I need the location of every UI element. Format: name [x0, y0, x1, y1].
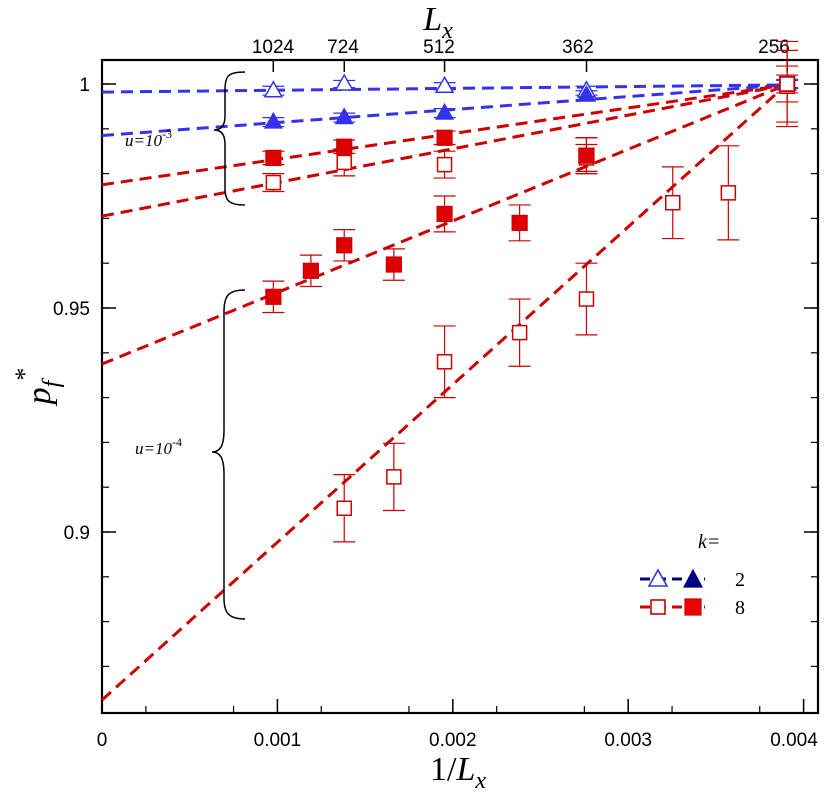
- data-point: [263, 111, 283, 129]
- annotation-u-4: u=10-4: [135, 435, 182, 458]
- data-point: [720, 185, 737, 201]
- legend-label-8: 8: [735, 597, 745, 619]
- data-point: [434, 75, 455, 93]
- legend-marker-filled-square: [684, 598, 702, 616]
- data-point: [436, 129, 453, 146]
- data-point: [334, 107, 354, 125]
- data-point: [334, 73, 355, 91]
- x-tick-labels: 0 0.001 0.002 0.003 0.004: [97, 730, 818, 751]
- data-point: [779, 76, 795, 92]
- x-tick-label: 0: [97, 730, 108, 751]
- y-axis-title: pf*: [10, 368, 65, 407]
- legend-marker-open-square: [650, 599, 666, 615]
- top-tick-label: 512: [423, 37, 455, 58]
- y-tick-label: 1: [79, 75, 90, 96]
- x-tick-label: 0.002: [429, 730, 477, 751]
- data-point: [336, 237, 353, 254]
- top-tick-label: 1024: [252, 37, 295, 58]
- data-point: [578, 291, 595, 307]
- data-point: [265, 149, 282, 167]
- brace-u-4: [211, 289, 246, 620]
- y-tick-label: 0.9: [64, 523, 90, 544]
- axis-ticks: [101, 60, 818, 713]
- annotation-u-3: u=10-3: [125, 127, 172, 150]
- data-point: [386, 469, 402, 485]
- top-tick-label: 362: [562, 37, 594, 58]
- top-tick-label: 724: [327, 37, 359, 58]
- data-point: [436, 205, 453, 223]
- x-tick-label: 0.001: [254, 730, 302, 751]
- top-tick-labels: 1024 724 512 362 256: [252, 37, 790, 58]
- data-point: [665, 194, 681, 211]
- y-tick-label: 0.95: [53, 299, 90, 320]
- data-point: [336, 138, 353, 155]
- data-point: [302, 262, 320, 279]
- x-tick-label: 0.003: [604, 730, 652, 751]
- data-point: [436, 156, 453, 173]
- x-tick-label: 0.004: [770, 730, 818, 751]
- x-axis-title: 1/Lx: [430, 751, 486, 793]
- top-tick-label: 256: [758, 37, 790, 58]
- legend-marker-filled-triangle: [683, 568, 703, 588]
- data-markers: [263, 73, 797, 517]
- data-point: [511, 214, 528, 231]
- plot-frame: [100, 58, 820, 715]
- legend: k= 2 8: [640, 531, 745, 619]
- data-point: [263, 80, 284, 98]
- data-point: [265, 288, 282, 305]
- fit-line: [102, 83, 787, 218]
- data-point: [436, 354, 453, 370]
- data-point: [336, 154, 352, 171]
- legend-marker-open-triangle: [647, 568, 669, 587]
- top-axis-title: Lx: [422, 1, 453, 44]
- data-point: [578, 147, 595, 164]
- data-point: [265, 174, 282, 191]
- data-point: [511, 324, 528, 341]
- data-point: [435, 102, 455, 120]
- data-point: [336, 500, 352, 517]
- data-point: [385, 256, 402, 273]
- brace-u-3: [213, 71, 246, 206]
- data-point: [576, 84, 596, 102]
- y-tick-labels: 0.9 0.95 1: [53, 75, 90, 544]
- legend-label-2: 2: [735, 569, 745, 591]
- legend-title: k=: [698, 531, 720, 553]
